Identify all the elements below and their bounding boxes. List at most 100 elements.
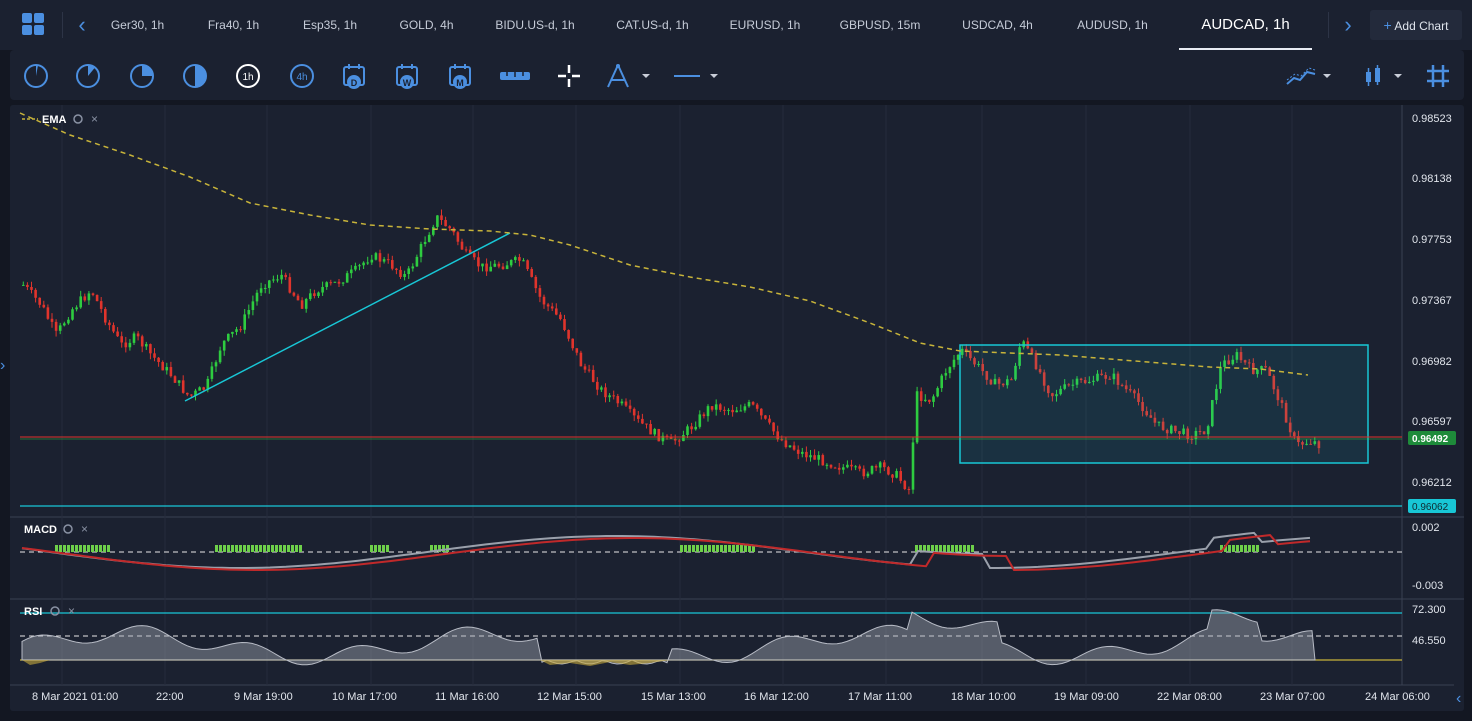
tab-fra40[interactable]: Fra40, 1h xyxy=(207,18,260,32)
trendline[interactable] xyxy=(184,232,511,402)
expand-left-icon[interactable]: › xyxy=(0,357,6,374)
tab-gold[interactable]: GOLD, 4h xyxy=(399,18,454,32)
macd-histogram-bar xyxy=(231,545,234,552)
macd-histogram-bar xyxy=(263,545,266,552)
candle-body xyxy=(1268,367,1271,376)
tab-ger30[interactable]: Ger30, 1h xyxy=(110,18,165,32)
candle-body xyxy=(1178,431,1181,435)
candle-body xyxy=(1018,347,1021,366)
candle-body xyxy=(38,297,41,305)
candle-body xyxy=(731,409,734,413)
ruler-icon[interactable] xyxy=(499,62,531,90)
macd-histogram-bar xyxy=(923,545,926,552)
add-chart-button[interactable]: + Add Chart xyxy=(1370,10,1462,40)
candle-body xyxy=(509,259,513,266)
timeframe-monthly-icon[interactable]: M xyxy=(447,62,475,90)
candle-body xyxy=(899,471,902,481)
candle-body xyxy=(792,445,796,450)
candle-body xyxy=(956,354,960,360)
candle-body xyxy=(1182,428,1185,435)
tab-audusd[interactable]: AUDUSD, 1h xyxy=(1077,18,1148,32)
timeframe-15m-icon[interactable] xyxy=(128,62,156,90)
candle-body xyxy=(1100,373,1103,376)
timeframe-1m-icon[interactable] xyxy=(22,62,50,90)
candle-body xyxy=(965,348,968,351)
candle-body xyxy=(571,338,574,349)
macd-histogram-bar xyxy=(243,545,246,552)
candle-body xyxy=(190,394,193,396)
candle-body xyxy=(850,464,853,467)
rsi-close-icon[interactable]: × xyxy=(68,604,75,618)
candle-body xyxy=(382,259,386,262)
candle-body xyxy=(960,348,964,355)
candle-type-icon[interactable] xyxy=(1362,62,1406,90)
tabs-scroll-left-icon[interactable]: ‹ xyxy=(78,12,86,37)
candle-body xyxy=(374,253,378,260)
candle-body xyxy=(485,263,488,272)
macd-histogram-bar xyxy=(67,545,70,552)
timeframe-daily-icon[interactable]: D xyxy=(341,62,369,90)
tab-eurusd[interactable]: EURUSD, 1h xyxy=(729,18,801,32)
candle-body xyxy=(296,295,300,301)
candle-body xyxy=(698,414,702,427)
rsi-settings-icon[interactable] xyxy=(50,606,60,616)
candle-body xyxy=(686,426,689,435)
candle-body xyxy=(99,301,103,309)
scroll-left-icon[interactable]: ‹ xyxy=(1456,690,1461,707)
candle-body xyxy=(936,388,939,397)
timeframe-5m-icon[interactable] xyxy=(74,62,102,90)
candle-body xyxy=(805,451,808,458)
tab-gbpusd[interactable]: GBPUSD, 15m xyxy=(839,18,921,32)
ema-settings-icon[interactable] xyxy=(73,114,83,124)
candle-body xyxy=(54,321,58,331)
ema-close-icon[interactable]: × xyxy=(91,112,98,126)
candle-body xyxy=(919,391,923,401)
candle-body xyxy=(764,415,767,419)
candle-body xyxy=(259,288,263,293)
chart-type-line-icon[interactable] xyxy=(1285,62,1335,90)
candle-body xyxy=(878,462,882,468)
svg-text:W: W xyxy=(403,78,412,88)
tab-esp35[interactable]: Esp35, 1h xyxy=(302,18,358,32)
macd-histogram-bar xyxy=(1256,545,1259,552)
candle-body xyxy=(710,406,714,410)
tab-cat[interactable]: CAT.US-d, 1h xyxy=(616,18,689,32)
date-tick: 23 Mar 07:00 xyxy=(1260,691,1325,703)
tab-bidu[interactable]: BIDU.US-d, 1h xyxy=(495,18,575,32)
candle-body xyxy=(345,273,349,283)
drawing-compass-icon[interactable] xyxy=(604,62,652,90)
chart-area[interactable]: 0.98523 0.98138 0.97753 0.97367 0.96982 … xyxy=(10,105,1464,711)
tabs-scroll-right-icon[interactable]: › xyxy=(1344,12,1352,37)
macd-close-icon[interactable]: × xyxy=(81,522,88,536)
macd-histogram-bar xyxy=(967,545,970,552)
macd-histogram-bar xyxy=(259,545,262,552)
macd-histogram-bar xyxy=(378,545,381,552)
candle-body xyxy=(288,277,292,293)
macd-histogram-bar xyxy=(251,545,254,552)
candle-body xyxy=(83,296,87,301)
price-chart[interactable]: 0.98523 0.98138 0.97753 0.97367 0.96982 … xyxy=(10,105,1464,711)
crosshair-icon[interactable] xyxy=(555,62,583,90)
range-rectangle[interactable] xyxy=(959,344,1369,464)
line-style-icon[interactable] xyxy=(672,62,722,90)
macd-settings-icon[interactable] xyxy=(63,524,73,534)
candle-body xyxy=(1264,366,1267,368)
candle-body xyxy=(1157,421,1161,423)
macd-histogram-bar xyxy=(370,545,373,552)
grid-toggle-icon[interactable] xyxy=(1424,62,1452,90)
candle-body xyxy=(760,408,763,416)
macd-histogram-bar xyxy=(724,545,727,552)
macd-histogram-bar xyxy=(931,545,934,552)
macd-histogram-bar xyxy=(79,545,82,552)
candle-body xyxy=(292,292,296,296)
tab-usdcad[interactable]: USDCAD, 4h xyxy=(962,18,1033,32)
candle-body xyxy=(575,348,579,353)
tab-audcad[interactable]: AUDCAD, 1h xyxy=(1179,0,1312,50)
timeframe-30m-icon[interactable] xyxy=(181,62,209,90)
layout-grid-icon[interactable] xyxy=(22,13,44,35)
timeframe-1h-icon[interactable]: 1h xyxy=(234,62,262,90)
plus-icon: + xyxy=(1383,17,1392,33)
timeframe-weekly-icon[interactable]: W xyxy=(394,62,422,90)
timeframe-4h-icon[interactable]: 4h xyxy=(288,62,316,90)
candle-body xyxy=(874,466,878,468)
